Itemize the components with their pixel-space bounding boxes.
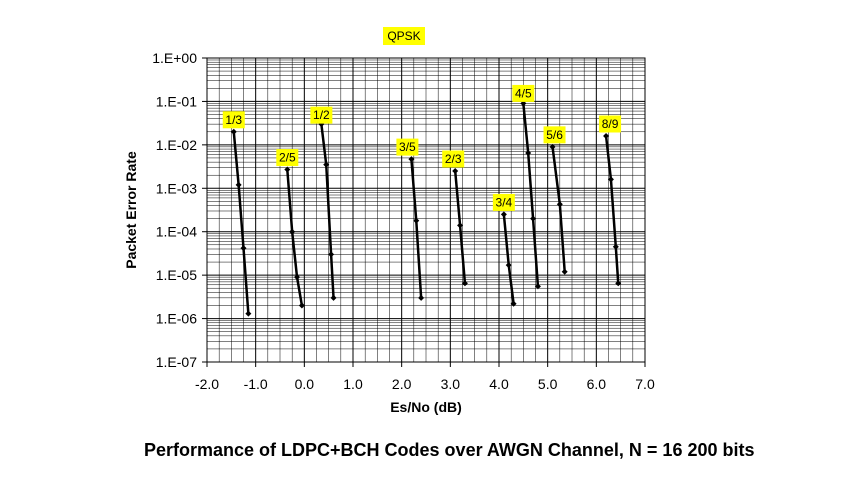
- data-point-marker: [413, 217, 420, 224]
- x-tick-label: 1.0: [343, 376, 363, 392]
- data-point-marker: [323, 161, 330, 168]
- data-point-marker: [607, 176, 614, 183]
- x-tick-label: 0.0: [295, 376, 315, 392]
- y-tick-label: 1.E+00: [152, 50, 197, 66]
- data-point-marker: [505, 262, 512, 269]
- series-label-1-2: 1/2: [313, 108, 330, 122]
- chart-title-background: [383, 27, 425, 45]
- data-point-marker: [230, 128, 237, 135]
- data-point-marker: [330, 294, 337, 301]
- y-tick-label: 1.E-04: [156, 224, 197, 240]
- series-label-background: [442, 150, 465, 168]
- series-label-2-5: 2/5: [279, 151, 296, 165]
- y-axis-ticks: 1.E+00 1.E-01 1.E-02 1.E-03 1.E-04 1.E-05 1.E-…: [152, 50, 207, 370]
- x-tick-label: 7.0: [635, 376, 655, 392]
- data-point-marker: [240, 245, 247, 252]
- data-point-marker: [452, 168, 459, 175]
- data-point-marker: [534, 283, 541, 290]
- data-point-marker: [457, 222, 464, 229]
- x-axis-ticks: -2.0 -1.0 0.0 1.0 2.0 3.0 4.0 5.0 6.0 7.0: [195, 362, 655, 392]
- series-label-background: [310, 106, 333, 124]
- data-point-marker: [461, 280, 468, 287]
- data-point-marker: [284, 166, 291, 173]
- data-point-marker: [245, 310, 252, 317]
- data-point-marker: [294, 274, 301, 281]
- series-lines: [230, 100, 622, 317]
- figure-caption: Performance of LDPC+BCH Codes over AWGN …: [144, 440, 755, 460]
- data-point-marker: [510, 300, 517, 307]
- data-point-marker: [561, 268, 568, 275]
- chart-title: QPSK: [387, 29, 420, 43]
- x-axis-title: Es/No (dB): [390, 399, 462, 415]
- x-tick-label: 6.0: [587, 376, 607, 392]
- data-point-marker: [549, 143, 556, 150]
- series-label-background: [492, 193, 515, 211]
- data-point-marker: [298, 302, 305, 309]
- series-label-3-4: 3/4: [496, 195, 513, 209]
- series-label-5-6: 5/6: [546, 128, 563, 142]
- y-tick-label: 1.E-03: [156, 180, 197, 196]
- series-line-5-6: [551, 146, 566, 272]
- series-label-3-5: 3/5: [399, 140, 416, 154]
- data-point-marker: [525, 149, 532, 156]
- series-label-background: [222, 111, 245, 129]
- series-line-4-5: [522, 103, 540, 287]
- series-label-background: [396, 138, 419, 156]
- data-point-marker: [408, 156, 415, 163]
- series-line-2-5: [286, 169, 304, 306]
- data-point-marker: [612, 243, 619, 250]
- x-tick-label: -2.0: [195, 376, 219, 392]
- series-label-background: [512, 84, 535, 102]
- y-tick-label: 1.E-01: [156, 93, 197, 109]
- data-point-marker: [328, 251, 335, 258]
- data-point-marker: [615, 280, 622, 287]
- x-tick-label: 3.0: [441, 376, 461, 392]
- y-tick-label: 1.E-07: [156, 354, 197, 370]
- series-label-4-5: 4/5: [515, 86, 532, 100]
- series-label-background: [543, 126, 566, 144]
- data-point-marker: [556, 201, 563, 208]
- y-axis-title: Packet Error Rate: [123, 151, 139, 269]
- data-point-marker: [603, 132, 610, 139]
- series-label-1-3: 1/3: [225, 113, 242, 127]
- y-tick-label: 1.E-05: [156, 267, 197, 283]
- series-label-8-9: 8/9: [602, 117, 619, 131]
- series-label-background: [599, 115, 622, 133]
- series-label-2-3: 2/3: [445, 152, 462, 166]
- series-label-background: [276, 149, 299, 167]
- series-line-8-9: [604, 135, 620, 284]
- chart-title-group: QPSK: [383, 27, 425, 45]
- series-labels: 1/3 2/5 1/2 3/5 2/3 3/4 4/5 5/6 8/9: [222, 84, 622, 211]
- y-tick-label: 1.E-06: [156, 311, 197, 327]
- series-line-3-4: [502, 214, 515, 304]
- series-line-1-2: [320, 123, 335, 298]
- data-point-marker: [289, 228, 296, 235]
- data-point-marker: [235, 181, 242, 188]
- chart-grid: [206, 58, 646, 363]
- x-tick-label: -1.0: [244, 376, 268, 392]
- data-point-marker: [418, 294, 425, 301]
- x-tick-label: 4.0: [489, 376, 509, 392]
- data-point-marker: [530, 215, 537, 222]
- y-tick-label: 1.E-02: [156, 137, 197, 153]
- x-tick-label: 5.0: [538, 376, 558, 392]
- data-point-marker: [500, 211, 507, 218]
- plot-area-frame: [206, 57, 646, 363]
- x-tick-label: 2.0: [392, 376, 412, 392]
- series-line-1-3: [232, 131, 250, 314]
